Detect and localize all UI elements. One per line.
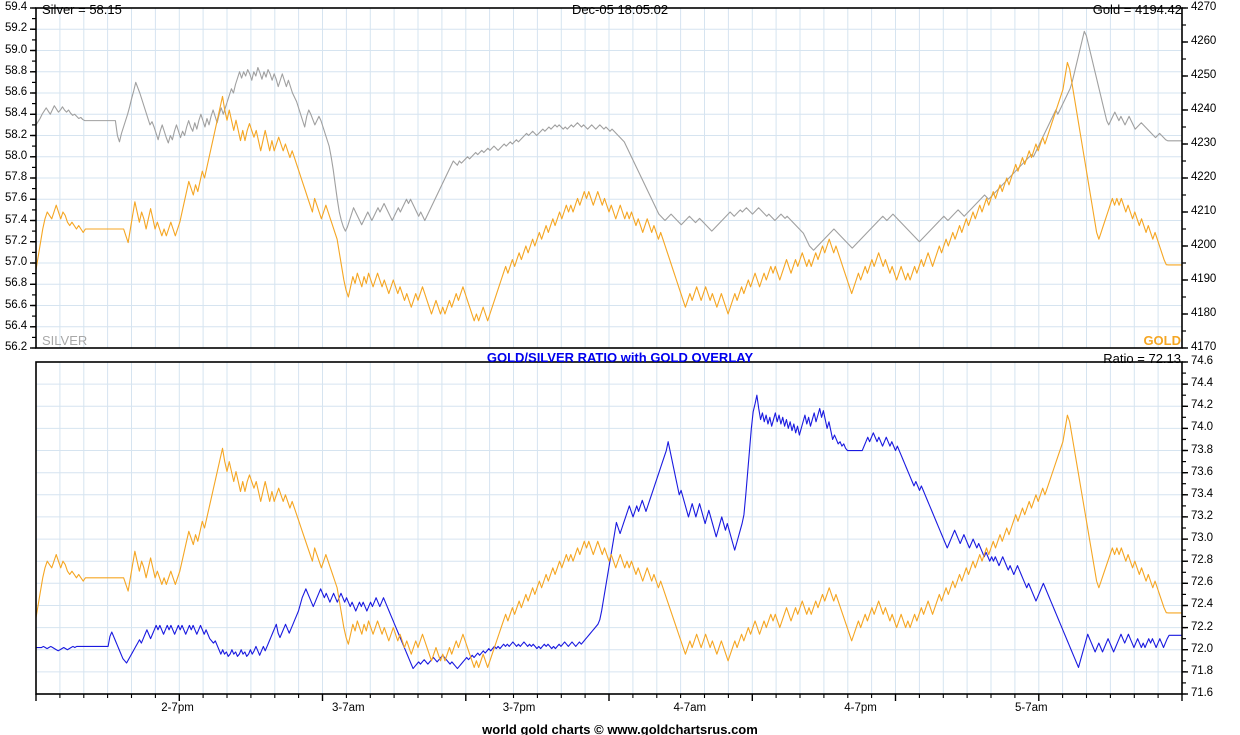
series-ratio <box>35 394 1183 670</box>
y-tick-left-58.2: 58.2 <box>5 128 27 141</box>
y-tick-right-72.4: 72.4 <box>1191 598 1213 611</box>
x-tick-2-7pm: 2-7pm <box>161 702 194 714</box>
y-tick-right-74.4: 74.4 <box>1191 377 1213 390</box>
x-tick-4-7pm: 4-7pm <box>844 702 877 714</box>
y-tick-right-4170: 4170 <box>1191 341 1217 353</box>
y-tick-left-57.0: 57.0 <box>5 256 27 268</box>
y-tick-left-57.4: 57.4 <box>5 213 27 226</box>
y-tick-left-57.2: 57.2 <box>5 234 27 247</box>
y-tick-right-73.6: 73.6 <box>1191 465 1213 478</box>
y-tick-right-72.2: 72.2 <box>1191 620 1213 633</box>
y-tick-right-72.6: 72.6 <box>1191 576 1213 589</box>
series-gold_overlay <box>35 414 1183 668</box>
y-tick-right-4260: 4260 <box>1191 35 1217 47</box>
y-tick-left-56.4: 56.4 <box>5 319 27 332</box>
y-tick-left-59.4: 59.4 <box>5 1 27 13</box>
x-tick-5-7am: 5-7am <box>1014 702 1048 714</box>
y-tick-left-58.0: 58.0 <box>5 149 27 162</box>
y-tick-left-59.0: 59.0 <box>5 43 27 56</box>
y-tick-right-74.2: 74.2 <box>1191 399 1213 412</box>
series-gold <box>35 61 1183 322</box>
y-tick-right-73.8: 73.8 <box>1191 443 1213 456</box>
y-tick-right-4220: 4220 <box>1191 171 1217 183</box>
y-tick-right-74.0: 74.0 <box>1191 421 1213 434</box>
y-tick-right-4270: 4270 <box>1191 1 1217 13</box>
y-tick-left-56.8: 56.8 <box>5 277 27 290</box>
x-tick-4-7am: 4-7am <box>673 702 707 714</box>
y-tick-right-4200: 4200 <box>1191 239 1217 251</box>
y-tick-right-4190: 4190 <box>1191 273 1217 285</box>
y-tick-left-56.6: 56.6 <box>5 298 27 311</box>
y-tick-left-57.6: 57.6 <box>5 192 27 205</box>
y-tick-right-72.0: 72.0 <box>1191 642 1213 655</box>
x-tick-3-7pm: 3-7pm <box>502 702 536 714</box>
ratio-readout: Ratio = 72.13 <box>1103 351 1181 366</box>
y-tick-right-73.2: 73.2 <box>1191 509 1213 522</box>
y-tick-right-71.8: 71.8 <box>1191 664 1213 677</box>
y-tick-left-58.6: 58.6 <box>5 86 27 98</box>
y-tick-right-4250: 4250 <box>1191 69 1217 81</box>
footer-credit: world gold charts © www.goldchartsrus.co… <box>482 722 758 735</box>
ratio-panel-title: GOLD/SILVER RATIO with GOLD OVERLAY <box>486 350 754 365</box>
timestamp-readout: Dec-05 18:05:02 <box>571 2 669 17</box>
y-tick-right-73.4: 73.4 <box>1191 487 1213 500</box>
y-tick-right-4240: 4240 <box>1191 103 1217 115</box>
y-tick-left-58.4: 58.4 <box>5 107 27 120</box>
y-tick-left-57.8: 57.8 <box>5 171 27 183</box>
y-tick-right-4180: 4180 <box>1191 307 1217 319</box>
y-tick-right-4210: 4210 <box>1191 205 1217 217</box>
silver-readout: Silver = 58.15 <box>42 2 122 17</box>
y-tick-right-71.6: 71.6 <box>1191 687 1213 699</box>
gold-series-tag: GOLD <box>1143 333 1181 348</box>
y-tick-right-4230: 4230 <box>1191 137 1217 149</box>
y-tick-left-58.8: 58.8 <box>5 64 27 77</box>
y-tick-left-59.2: 59.2 <box>5 22 27 35</box>
y-tick-right-74.6: 74.6 <box>1191 355 1213 367</box>
x-tick-3-7am: 3-7am <box>331 702 365 714</box>
y-tick-right-72.8: 72.8 <box>1191 554 1213 567</box>
gold-readout: Gold = 4194.42 <box>1092 2 1182 17</box>
y-tick-right-73.0: 73.0 <box>1191 532 1213 545</box>
silver-series-tag: SILVER <box>42 333 88 348</box>
y-tick-left-56.2: 56.2 <box>5 341 27 353</box>
